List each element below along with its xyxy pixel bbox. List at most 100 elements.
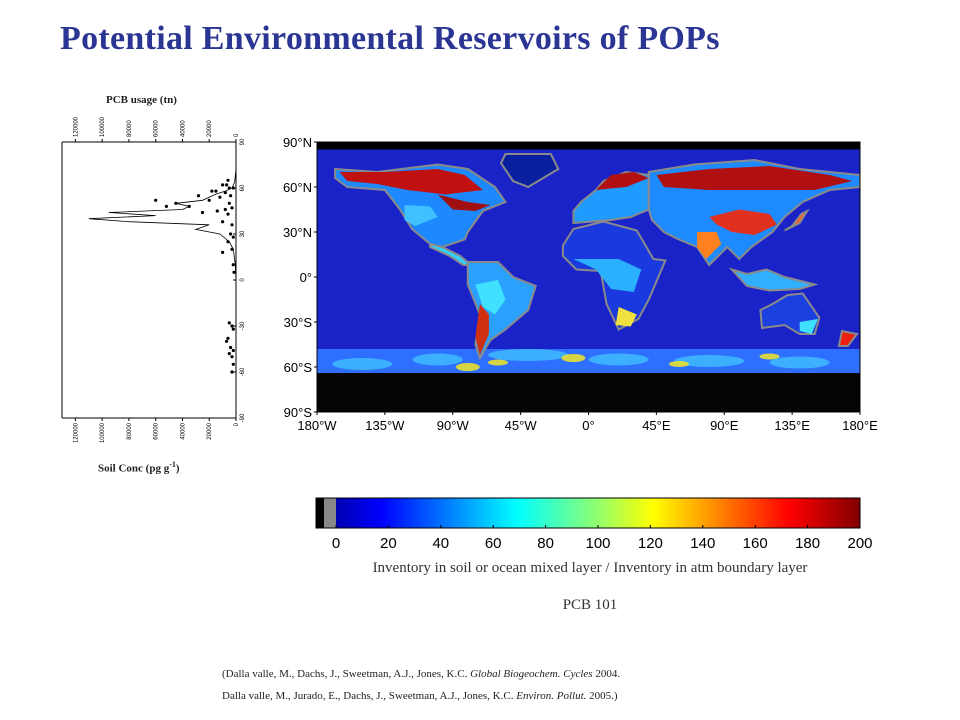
south-america-andes xyxy=(475,304,489,355)
soil-conc-point xyxy=(154,198,158,202)
lon-label: 135°W xyxy=(365,418,405,433)
colorbar-tick-label: 200 xyxy=(847,535,872,552)
soil-conc-point xyxy=(230,223,234,227)
colorbar-tick-label: 80 xyxy=(537,535,554,552)
reference-line-1: (Dalla valle, M., Dachs, J., Sweetman, A… xyxy=(222,668,621,680)
antarctic-band xyxy=(317,373,860,412)
soil-conc-point xyxy=(215,209,219,213)
top-tick-label: 20000 xyxy=(207,120,213,137)
arctic-band xyxy=(317,142,860,150)
soil-conc-point xyxy=(232,270,236,274)
soil-conc-points xyxy=(154,178,236,374)
top-tick-label: 100000 xyxy=(100,116,106,137)
compound-label: PCB 101 xyxy=(562,597,618,613)
soil-conc-point xyxy=(187,204,191,208)
africa-south xyxy=(615,307,637,327)
lon-label: 135°E xyxy=(774,418,810,433)
bottom-tick-label: 40000 xyxy=(180,422,186,439)
soil-conc-point xyxy=(229,194,233,198)
world-map-heatmap: 90°N 60°N 30°N 0° 30°S 60°S 90°S 180°W 135°W 90°… xyxy=(283,135,878,433)
longitude-labels: 180°W 135°W 90°W 45°W 0° 45°E 90°E 135°E 180°E xyxy=(297,412,878,433)
lat-label: 30°N xyxy=(283,225,312,240)
lat-label: 60°N xyxy=(283,180,312,195)
colorbar-tick-label: 140 xyxy=(690,535,715,552)
plot-frame xyxy=(61,141,237,419)
lat-tick-label: -90 xyxy=(240,413,246,422)
colorbar-tick-label: 20 xyxy=(380,535,397,552)
soil-conc-point xyxy=(229,232,233,236)
lon-label: 180°W xyxy=(297,418,337,433)
southern-ocean-hotspot xyxy=(759,353,780,360)
soil-conc-point xyxy=(223,207,227,212)
southern-ocean-patch xyxy=(769,356,830,369)
reference-line-2: Dalla valle, M., Jurado, E., Dachs, J., … xyxy=(222,690,618,702)
colorbar-tick-label: 160 xyxy=(743,535,768,552)
soil-conc-point xyxy=(227,352,231,356)
bottom-axis-ticks: 120000 100000 80000 60000 40000 20000 0 xyxy=(73,418,240,443)
top-tick-label: 80000 xyxy=(127,120,133,137)
lat-tick-label: 0 xyxy=(240,278,246,282)
lat-label: 90°S xyxy=(284,405,313,420)
top-axis-ticks: 120000 100000 80000 60000 40000 20000 0 xyxy=(73,116,240,142)
soil-conc-point xyxy=(225,183,229,187)
southern-ocean-patch xyxy=(674,355,745,367)
lat-tick-label: 30 xyxy=(240,230,246,237)
soil-conc-point xyxy=(164,204,168,208)
bottom-tick-label: 60000 xyxy=(154,422,160,439)
africa-central xyxy=(573,259,642,292)
soil-conc-point xyxy=(226,336,230,340)
soil-conc-point xyxy=(231,362,235,366)
india xyxy=(697,232,722,259)
soil-conc-point xyxy=(226,212,230,216)
soil-conc-point xyxy=(230,247,234,251)
southern-ocean-patch xyxy=(412,353,463,366)
colorbar-tick-label: 180 xyxy=(795,535,820,552)
colorbar-ticks: 0 20 40 60 80 100 120 140 160 180 200 xyxy=(332,525,873,552)
soil-conc-point xyxy=(221,250,225,254)
soil-conc-point xyxy=(230,324,234,328)
soil-conc-point xyxy=(231,263,235,267)
soil-conc-label: Soil Conc (pg g-1) xyxy=(98,460,180,475)
australia-east xyxy=(799,319,818,334)
lat-tick-label: 90 xyxy=(240,138,246,145)
greenland xyxy=(499,153,560,189)
north-america-north-high xyxy=(339,169,483,195)
lon-label: 45°W xyxy=(505,418,538,433)
colorbar-tick-label: 40 xyxy=(432,535,449,552)
north-america-west xyxy=(404,205,438,226)
lat-tick-label: -60 xyxy=(240,367,246,376)
soil-conc-point xyxy=(231,186,235,190)
southern-ocean-hotspot xyxy=(669,361,689,367)
southern-ocean-band xyxy=(317,349,860,373)
soil-conc-point xyxy=(230,206,234,210)
colorbar-grey-swatch xyxy=(324,498,336,528)
lat-label: 30°S xyxy=(284,315,313,330)
lat-tick-label: 60 xyxy=(240,184,246,191)
lon-label: 0° xyxy=(582,418,594,433)
lat-label: 0° xyxy=(300,270,312,285)
latitude-profile-plot: 120000 100000 80000 60000 40000 20000 0 120000… xyxy=(61,116,246,443)
soil-conc-point xyxy=(231,348,235,353)
southern-ocean-patch xyxy=(332,358,393,370)
colorbar-gradient xyxy=(316,498,860,528)
colorbar-tick-label: 120 xyxy=(638,535,663,552)
bottom-tick-label: 20000 xyxy=(207,422,213,439)
soil-conc-point xyxy=(231,327,235,331)
lon-label: 45°E xyxy=(642,418,671,433)
colorbar-frame xyxy=(315,497,861,529)
south-america-inner xyxy=(475,280,506,315)
colorbar-tick-label: 100 xyxy=(585,535,610,552)
soil-conc-point xyxy=(227,321,231,325)
map-frame xyxy=(316,141,861,413)
soil-conc-point xyxy=(196,194,201,198)
soil-conc-point xyxy=(218,195,222,199)
pcb-usage-label: PCB usage (tn) xyxy=(106,94,177,106)
colorbar-tick-label: 60 xyxy=(485,535,502,552)
soil-conc-point xyxy=(226,178,230,182)
bottom-tick-label: 120000 xyxy=(73,422,79,443)
bottom-tick-label: 80000 xyxy=(127,422,133,439)
lat-label: 60°S xyxy=(284,360,313,375)
lon-label: 180°E xyxy=(842,418,878,433)
colorbar-black-swatch xyxy=(316,498,324,528)
soil-conc-point xyxy=(210,189,214,193)
